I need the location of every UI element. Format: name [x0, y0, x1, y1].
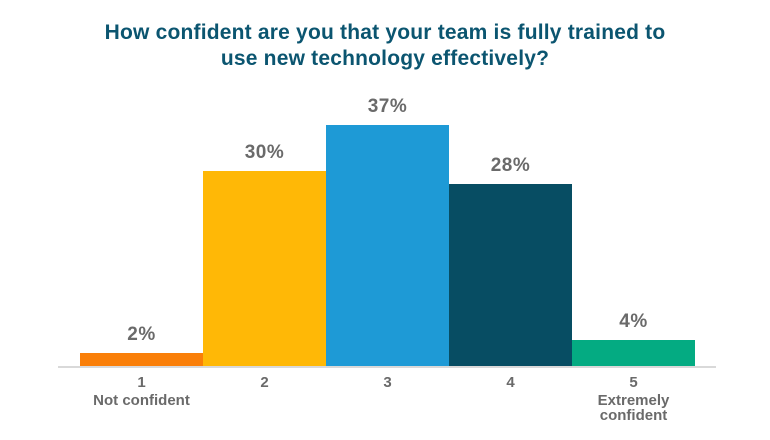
x-tick: 1 Not confident — [80, 374, 203, 409]
x-tick-number: 2 — [260, 374, 269, 391]
x-tick-number: 1 — [137, 374, 146, 391]
bar — [449, 184, 572, 366]
x-tick-number: 4 — [506, 374, 515, 391]
x-tick-sublabel: Extremely confident — [597, 392, 670, 424]
bar — [80, 353, 203, 366]
bar — [326, 125, 449, 366]
bar-column: 4% — [572, 311, 695, 366]
bar-column: 2% — [80, 324, 203, 366]
bar — [203, 171, 326, 366]
x-tick: 4 — [449, 375, 572, 391]
bar-value-label: 30% — [244, 142, 285, 163]
bar — [572, 340, 695, 366]
bar-column: 28% — [449, 155, 572, 366]
x-tick: 3 — [326, 375, 449, 391]
bar-value-label: 4% — [619, 311, 648, 332]
x-tick: 2 — [203, 375, 326, 391]
x-tick-number: 3 — [383, 374, 392, 391]
bar-value-label: 28% — [490, 155, 531, 176]
bar-value-label: 37% — [367, 96, 408, 117]
x-tick: 5 Extremely confident — [572, 374, 695, 424]
chart-title: How confident are you that your team is … — [104, 21, 666, 70]
bar-column: 30% — [203, 142, 326, 366]
bar-column: 37% — [326, 96, 449, 366]
x-axis-line — [58, 366, 716, 368]
x-tick-sublabel: Not confident — [93, 392, 190, 409]
bar-value-label: 2% — [127, 324, 156, 345]
x-tick-number: 5 — [629, 374, 638, 391]
